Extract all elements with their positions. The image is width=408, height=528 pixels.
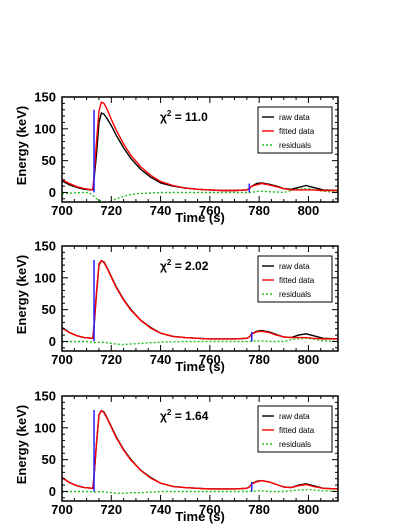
x-tick-label: 780 [248, 203, 270, 218]
legend-entry: fitted data [279, 426, 315, 435]
chart-panel-3: 700 720 740 760 780 800 0 50 100 150 Time (s) Energ… [14, 389, 339, 524]
legend: raw data fitted data residuals [257, 106, 333, 154]
x-tick-label: 740 [150, 352, 172, 367]
x-tick-label: 800 [298, 502, 320, 517]
y-axis-label: Energy (keV) [14, 106, 29, 185]
y-tick-label: 150 [34, 389, 56, 404]
plot-area [62, 101, 338, 202]
y-tick-label: 0 [49, 334, 56, 349]
x-tick-label: 800 [298, 203, 320, 218]
legend: raw data fitted data residuals [257, 255, 333, 303]
series-line-fitted-data [62, 259, 338, 340]
legend-entry: residuals [279, 141, 311, 150]
plot-frame [61, 245, 339, 352]
y-tick-label: 50 [42, 452, 56, 467]
y-tick-label: 150 [34, 90, 56, 105]
y-tick-label: 100 [34, 270, 56, 285]
x-tick-label: 780 [248, 352, 270, 367]
x-tick-label: 760 [199, 352, 221, 367]
chart-panel-2: 700 720 740 760 780 800 0 50 100 150 Time (s) Energ… [14, 239, 339, 374]
y-axis-label: Energy (keV) [14, 405, 29, 484]
y-axis-label: Energy (keV) [14, 255, 29, 334]
chart-panel-1: 700 720 740 760 780 800 0 50 100 150 Time (s) Energ… [14, 90, 339, 225]
y-tick-label: 100 [34, 121, 56, 136]
legend-entry: residuals [279, 290, 311, 299]
x-tick-label: 720 [100, 502, 122, 517]
x-tick-label: 700 [51, 352, 73, 367]
x-axis-label: Time (s) [175, 210, 225, 225]
plot-area [62, 409, 338, 495]
x-tick-label: 780 [248, 502, 270, 517]
x-axis-label: Time (s) [175, 509, 225, 524]
x-tick-label: 720 [100, 352, 122, 367]
series-line-residuals [62, 187, 338, 202]
x-tick-label: 740 [150, 502, 172, 517]
y-tick-label: 0 [49, 484, 56, 499]
y-tick-label: 0 [49, 185, 56, 200]
plot-frame [61, 96, 339, 203]
chi-square-annotation: χ2 = 2.02 [160, 258, 209, 273]
x-tick-label: 800 [298, 352, 320, 367]
series-line-residuals [62, 488, 338, 495]
x-tick-label: 760 [199, 502, 221, 517]
legend-entry: raw data [279, 262, 310, 271]
y-tick-label: 150 [34, 239, 56, 254]
y-tick-label: 50 [42, 153, 56, 168]
legend-entry: fitted data [279, 276, 315, 285]
plot-area [62, 259, 338, 346]
series-line-residuals [62, 337, 338, 346]
x-tick-label: 740 [150, 203, 172, 218]
chi-square-annotation: χ2 = 1.64 [160, 408, 209, 423]
legend-entry: fitted data [279, 127, 315, 136]
y-tick-label: 100 [34, 420, 56, 435]
plot-frame [61, 395, 339, 502]
x-tick-label: 700 [51, 203, 73, 218]
y-tick-label: 50 [42, 302, 56, 317]
x-tick-label: 700 [51, 502, 73, 517]
legend-entry: raw data [279, 412, 310, 421]
x-tick-label: 720 [100, 203, 122, 218]
legend: raw data fitted data residuals [257, 405, 333, 453]
series-line-fitted-data [62, 101, 338, 192]
series-line-fitted-data [62, 409, 338, 490]
legend-entry: raw data [279, 113, 310, 122]
legend-entry: residuals [279, 440, 311, 449]
x-tick-label: 760 [199, 203, 221, 218]
x-axis-label: Time (s) [175, 359, 225, 374]
chi-square-annotation: χ2 = 11.0 [160, 109, 208, 124]
